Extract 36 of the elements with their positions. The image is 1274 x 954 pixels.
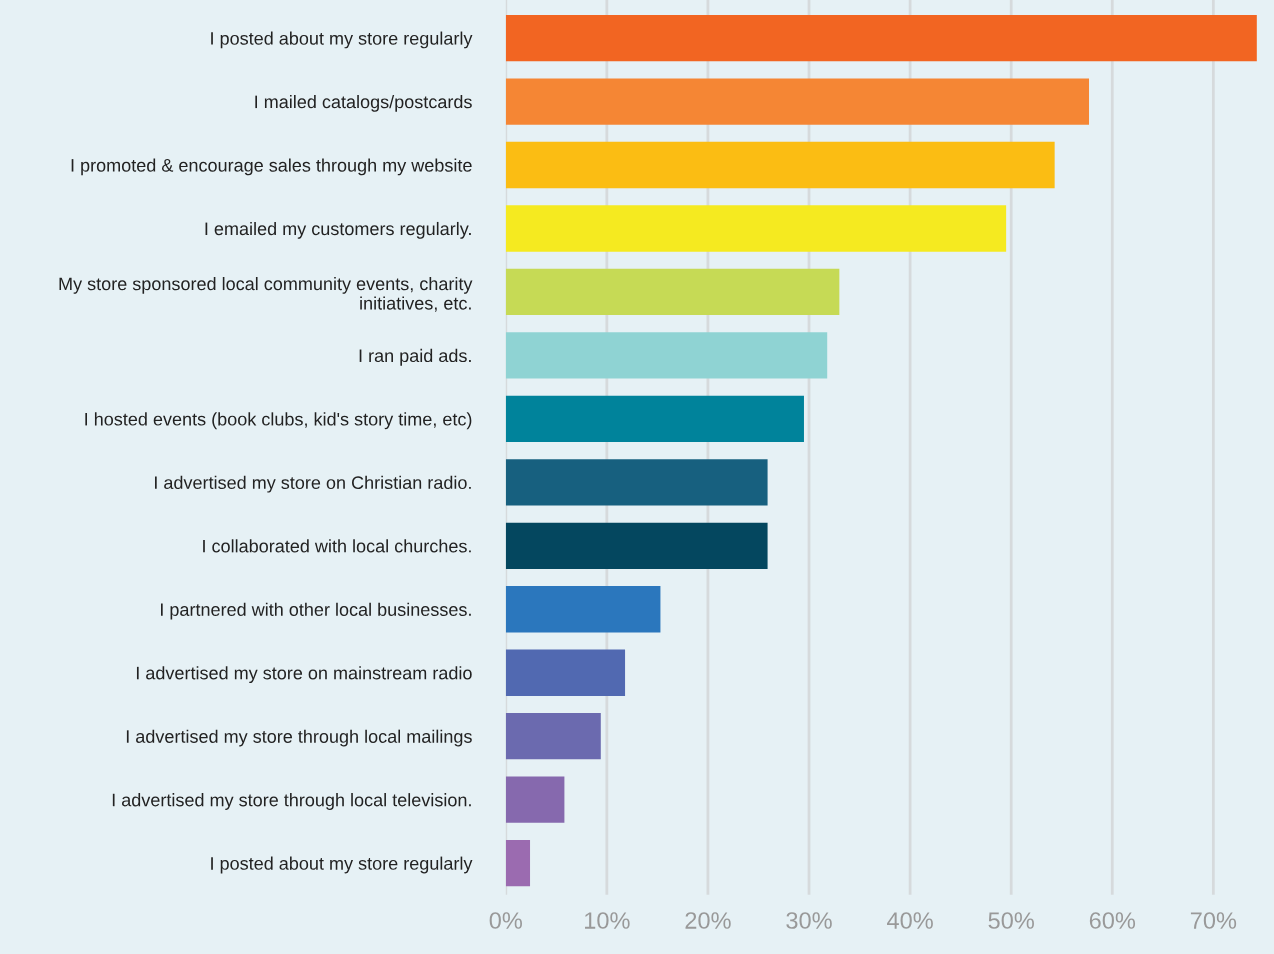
y-tick-label: I advertised my store on Christian radio. (155, 475, 471, 493)
y-tick-label: My store sponsored local community events, charity initiatives, etc. (59, 276, 473, 312)
y-tick-label: I emailed my customers regularly. (205, 221, 471, 239)
bar (505, 776, 565, 823)
y-tick-label: I ran paid ads. (359, 348, 471, 366)
x-tick-label: 70% (1190, 912, 1237, 929)
bar (505, 839, 531, 887)
x-tick-label: 60% (1089, 912, 1136, 929)
y-tick-label: I mailed catalogs/postcards (255, 95, 472, 112)
y-tick-label: I posted about my store regularly (211, 856, 473, 874)
y-tick-label: I partnered with other local businesses. (161, 602, 471, 620)
bar (505, 713, 601, 760)
y-tick-label: I posted about my store regularly (211, 31, 473, 49)
y-tick-label: I advertised my store through local mailings (126, 729, 472, 747)
y-tick-label: I advertised my store through local television. (112, 793, 471, 810)
bar (505, 586, 661, 633)
x-tick-label: 40% (887, 912, 933, 929)
y-tick-label: I promoted & encourage sales through my website (71, 158, 472, 176)
y-tick-label: I collaborated with local churches. (203, 539, 471, 553)
bar (505, 78, 1090, 125)
x-tick-label: 50% (988, 912, 1034, 929)
bar (505, 395, 804, 443)
bar (505, 522, 768, 569)
x-tick-label: 30% (786, 912, 832, 929)
bar (505, 459, 768, 506)
x-tick-label: 10% (585, 912, 630, 929)
bar (505, 649, 626, 696)
y-tick-label: I advertised my store on mainstream radio (136, 666, 472, 684)
bar (505, 205, 1007, 252)
x-tick-label: 0% (489, 912, 522, 929)
bar (505, 332, 828, 379)
x-tick-label: 20% (685, 912, 731, 929)
bar (505, 14, 1257, 62)
bar (505, 268, 840, 316)
bar (505, 141, 1055, 189)
y-tick-label: I hosted events (book clubs, kid's story time, etc) (85, 412, 472, 430)
